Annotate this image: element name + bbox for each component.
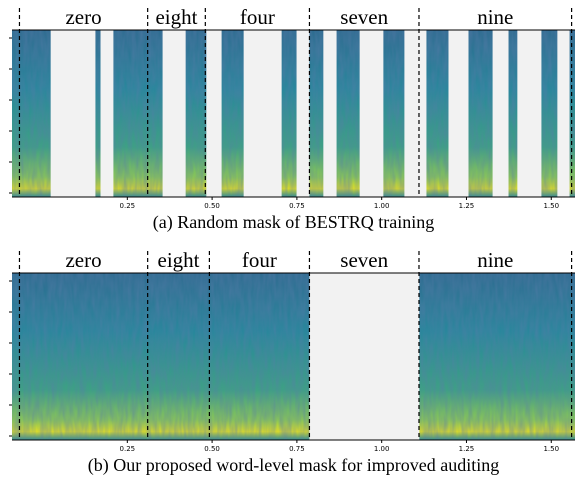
mask <box>323 30 337 197</box>
mask <box>50 30 96 197</box>
word-label: eight <box>155 5 197 29</box>
mask <box>100 30 114 197</box>
word-label: nine <box>477 5 513 29</box>
spectrogram-texture <box>12 273 575 440</box>
x-tick-label: 1.50 <box>543 445 559 453</box>
x-tick-label: 0.50 <box>204 202 220 210</box>
mask <box>557 30 570 197</box>
word-label: seven <box>340 5 388 29</box>
word-label: four <box>242 248 277 272</box>
x-tick-label: 0.75 <box>289 202 305 210</box>
x-tick-label: 1.25 <box>459 202 475 210</box>
x-tick-label: 0.50 <box>204 445 220 453</box>
caption: (a) Random mask of BESTRQ training <box>153 212 434 233</box>
word-label: zero <box>65 5 101 29</box>
x-tick-label: 0.25 <box>120 445 136 453</box>
mask <box>309 273 420 440</box>
x-tick-label: 1.00 <box>374 202 390 210</box>
mask <box>162 30 186 197</box>
mask <box>243 30 282 197</box>
mask <box>448 30 469 197</box>
x-tick-label: 1.00 <box>374 445 390 453</box>
spectrogram-texture <box>12 30 575 197</box>
mask <box>296 30 310 197</box>
word-label: seven <box>340 248 388 272</box>
x-tick-label: 0.75 <box>289 445 305 453</box>
word-label: four <box>240 5 275 29</box>
x-tick-label: 1.25 <box>459 445 475 453</box>
word-label: nine <box>477 248 513 272</box>
mask <box>404 30 427 197</box>
word-label: eight <box>158 248 200 272</box>
x-tick-label: 0.25 <box>120 202 136 210</box>
mask <box>359 30 384 197</box>
mask <box>492 30 509 197</box>
word-label: zero <box>65 248 101 272</box>
caption: (b) Our proposed word-level mask for imp… <box>88 455 499 476</box>
mask <box>517 30 542 197</box>
mask <box>206 30 222 197</box>
x-tick-label: 1.50 <box>543 202 559 210</box>
